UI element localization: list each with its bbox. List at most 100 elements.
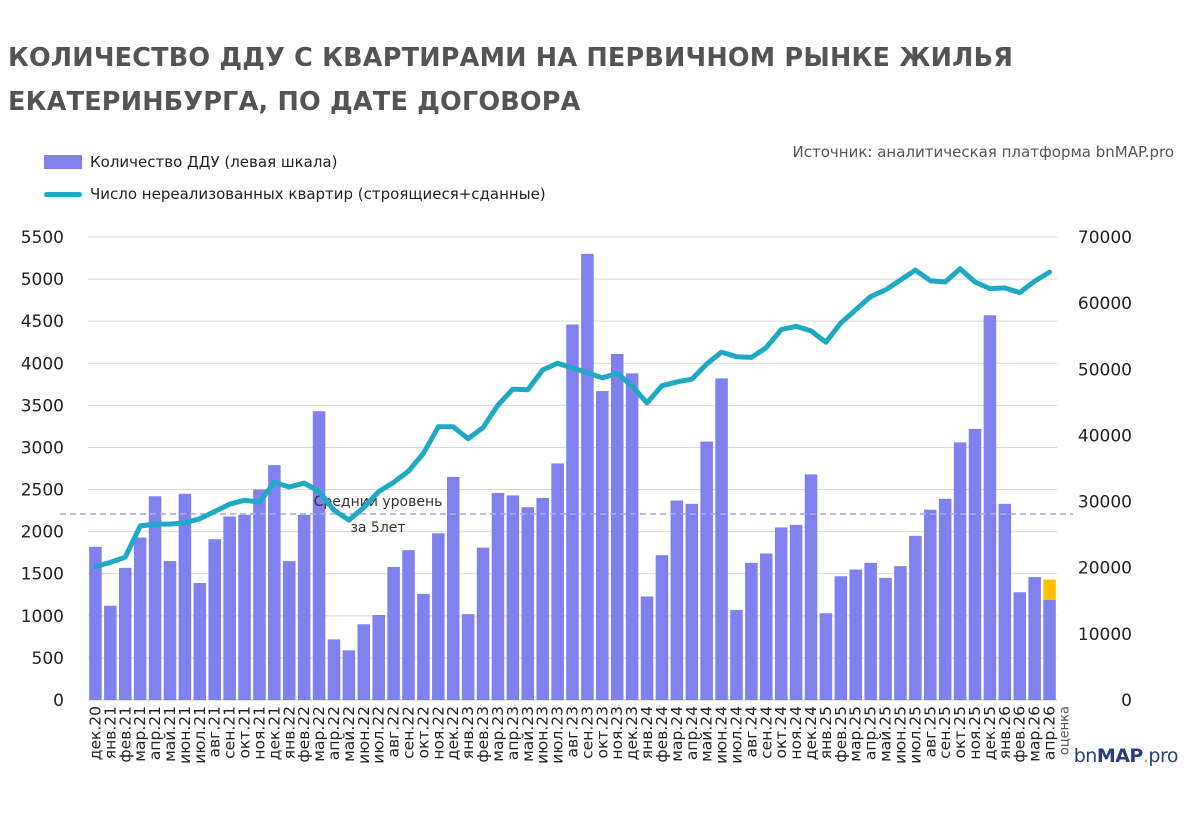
x-tick-label: ноя.24 bbox=[787, 706, 805, 760]
x-tick-label: апр.22 bbox=[325, 706, 343, 760]
bar bbox=[715, 378, 728, 700]
average-label-line2: за 5лет bbox=[350, 520, 405, 536]
bar bbox=[774, 527, 788, 700]
bar bbox=[506, 495, 520, 700]
x-tick-label: июн.25 bbox=[891, 706, 909, 764]
left-axis-tick-label: 5500 bbox=[21, 228, 64, 248]
x-tick-label: окт.23 bbox=[593, 706, 611, 759]
bar bbox=[417, 593, 430, 700]
x-tick-label: июл.25 bbox=[906, 706, 924, 764]
x-tick-label: сен.25 bbox=[936, 706, 954, 759]
x-tick-label: дек.25 bbox=[981, 706, 999, 760]
x-tick-label: май.23 bbox=[519, 706, 537, 762]
bar bbox=[655, 555, 669, 700]
x-tick-label: янв.24 bbox=[638, 706, 656, 759]
x-tick-label: июл.24 bbox=[727, 706, 745, 764]
chart-title-line1: КОЛИЧЕСТВО ДДУ С КВАРТИРАМИ НА ПЕРВИЧНОМ… bbox=[8, 43, 1014, 73]
bar bbox=[596, 391, 609, 700]
x-tick-label: май.25 bbox=[877, 706, 895, 762]
x-tick-label: ноя.21 bbox=[250, 706, 268, 760]
bar bbox=[1028, 577, 1041, 700]
bar bbox=[834, 576, 848, 700]
x-tick-label: фев.23 bbox=[474, 706, 492, 763]
chart-title: КОЛИЧЕСТВО ДДУ С КВАРТИРАМИ НА ПЕРВИЧНОМ… bbox=[8, 36, 1108, 124]
bar bbox=[804, 474, 818, 700]
x-tick-label: дек.24 bbox=[802, 706, 820, 760]
bar bbox=[924, 509, 937, 700]
x-tick-label: сен.23 bbox=[578, 706, 596, 759]
bar bbox=[372, 614, 385, 700]
right-axis-tick-label: 60000 bbox=[1078, 294, 1132, 314]
right-axis-tick-label: 30000 bbox=[1078, 493, 1132, 513]
x-tick-label: июн.22 bbox=[355, 706, 373, 764]
x-tick-label: сен.21 bbox=[221, 706, 239, 759]
bar bbox=[566, 324, 579, 700]
bar bbox=[938, 498, 952, 700]
left-axis-tick-label: 3500 bbox=[21, 396, 64, 416]
bar bbox=[342, 650, 356, 700]
x-tick-label: авг.24 bbox=[742, 706, 760, 757]
x-tick-label: фев.25 bbox=[832, 706, 850, 763]
bar bbox=[789, 524, 803, 700]
bar-estimate bbox=[1043, 579, 1056, 600]
bar bbox=[760, 553, 773, 700]
x-tick-label: фев.26 bbox=[1011, 706, 1029, 763]
bar bbox=[998, 503, 1012, 700]
bar bbox=[163, 561, 177, 700]
bar bbox=[148, 496, 162, 700]
bar bbox=[745, 562, 758, 700]
right-axis-tick-label: 20000 bbox=[1078, 559, 1132, 579]
bar bbox=[238, 514, 251, 700]
bar bbox=[610, 354, 624, 700]
bar bbox=[551, 463, 564, 700]
bar bbox=[327, 639, 341, 700]
bar bbox=[894, 566, 907, 700]
x-tick-label: янв.26 bbox=[996, 706, 1014, 759]
bar bbox=[268, 465, 281, 700]
series-line bbox=[93, 266, 1052, 569]
bar bbox=[581, 253, 594, 700]
left-axis-tick-label: 1500 bbox=[21, 565, 64, 585]
bar bbox=[282, 561, 296, 700]
x-tick-label: июл.21 bbox=[191, 706, 209, 764]
x-tick-label: янв.22 bbox=[280, 706, 298, 759]
x-tick-label: сен.22 bbox=[400, 706, 418, 759]
x-tick-label: дек.21 bbox=[265, 706, 283, 760]
chart-title-line2: ЕКАТЕРИНБУРГА, ПО ДАТЕ ДОГОВОРА bbox=[8, 87, 581, 117]
bar bbox=[983, 315, 997, 700]
x-tick-label: мар.21 bbox=[131, 706, 149, 762]
left-axis-tick-label: 3000 bbox=[21, 438, 64, 458]
bar bbox=[968, 428, 982, 700]
x-tick-label: мар.25 bbox=[847, 706, 865, 762]
bar bbox=[909, 535, 922, 700]
bar bbox=[387, 566, 400, 700]
x-tick-label: апр.23 bbox=[504, 706, 522, 760]
bar bbox=[1013, 592, 1026, 700]
left-axis-tick-label: 4500 bbox=[21, 312, 64, 332]
bar bbox=[670, 500, 684, 700]
bar bbox=[193, 582, 207, 700]
bar bbox=[104, 605, 117, 700]
bar bbox=[1043, 599, 1056, 700]
x-tick-label: окт.22 bbox=[414, 706, 432, 759]
x-tick-label: сен.24 bbox=[757, 706, 775, 759]
x-tick-label: фев.21 bbox=[116, 706, 134, 763]
bar bbox=[730, 609, 743, 700]
x-tick-label: фев.22 bbox=[295, 706, 313, 763]
bar bbox=[953, 442, 967, 700]
legend-swatch-line bbox=[44, 191, 82, 197]
right-axis-tick-label: 50000 bbox=[1078, 360, 1132, 380]
x-tick-label: апр.24 bbox=[683, 706, 701, 760]
x-tick-label: апр.26 bbox=[1041, 706, 1059, 760]
bar bbox=[849, 569, 863, 700]
bar bbox=[89, 546, 102, 700]
x-tick-label: май.22 bbox=[340, 706, 358, 762]
x-tick-label: май.21 bbox=[161, 706, 179, 762]
x-tick-label: апр.21 bbox=[146, 706, 164, 760]
x-tick-label: фев.24 bbox=[653, 706, 671, 763]
x-tick-label: янв.23 bbox=[459, 706, 477, 759]
legend-swatch-bars bbox=[44, 155, 82, 169]
x-tick-label: июн.24 bbox=[713, 706, 731, 764]
left-axis-tick-label: 1000 bbox=[21, 607, 64, 627]
x-tick-note: оценка bbox=[1058, 706, 1073, 755]
